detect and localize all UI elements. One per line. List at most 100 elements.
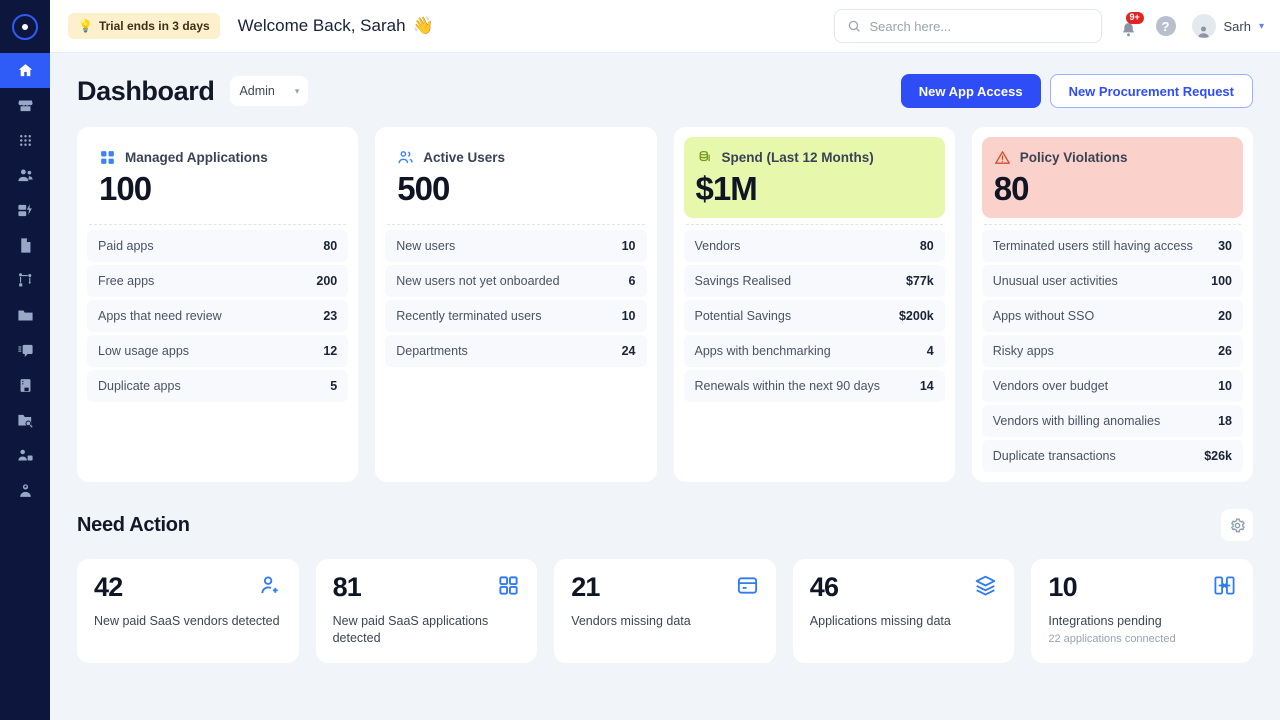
kpi-row[interactable]: Free apps 200 [87, 265, 349, 297]
action-card-vendors-missing-data[interactable]: 21 Vendors missing data [554, 559, 776, 663]
new-procurement-request-button[interactable]: New Procurement Request [1049, 74, 1253, 108]
new-app-access-button[interactable]: New App Access [900, 74, 1041, 108]
user-card-icon [17, 449, 33, 461]
sidebar-item-workflows[interactable] [0, 263, 50, 298]
user-menu[interactable]: Sarh ▾ [1191, 14, 1264, 38]
sidebar-item-folders[interactable] [0, 298, 50, 333]
kpi-row[interactable]: Potential Savings $200k [683, 300, 945, 332]
kpi-row-label: Recently terminated users [396, 309, 542, 323]
kpi-row-value: 10 [621, 239, 636, 253]
kpi-row[interactable]: Vendors 80 [683, 230, 945, 262]
kpi-row[interactable]: Recently terminated users 10 [385, 300, 647, 332]
kpi-row-value: 26 [1218, 344, 1232, 358]
kpi-row[interactable]: Apps without SSO 20 [981, 300, 1243, 332]
sidebar-item-vendors[interactable] [0, 193, 50, 228]
kpi-row-label: Potential Savings [694, 309, 792, 323]
integration-icon [1214, 576, 1235, 595]
kpi-row-label: Unusual user activities [992, 274, 1118, 288]
kpi-value: 500 [397, 170, 450, 207]
kpi-title-row: Active Users [397, 149, 634, 166]
kpi-row-label: Renewals within the next 90 days [694, 379, 881, 393]
apps-grid-icon [101, 151, 114, 164]
notifications-button[interactable]: 9+ [1118, 12, 1144, 38]
trial-badge[interactable]: 💡 Trial ends in 3 days [68, 13, 220, 39]
kpi-row-value: $77k [905, 274, 934, 288]
kpi-row[interactable]: Renewals within the next 90 days 14 [683, 370, 945, 402]
search-input[interactable] [869, 18, 1089, 34]
kpi-row-label: Paid apps [98, 239, 154, 253]
need-action-settings-button[interactable] [1221, 509, 1253, 541]
action-card-applications-missing-data[interactable]: 46 Applications missing data [792, 559, 1015, 663]
store-icon [17, 100, 33, 112]
kpi-row[interactable]: Duplicate transactions $26k [981, 440, 1243, 472]
action-label: Applications missing data [809, 614, 951, 628]
sidebar-item-users[interactable] [0, 158, 50, 193]
kpi-rows: New users 10 New users not yet onboarded 6… [385, 230, 647, 367]
kpi-row[interactable]: Apps that need review 23 [87, 300, 349, 332]
sidebar-item-accounts[interactable] [0, 438, 50, 473]
kpi-row-value: $200k [898, 309, 934, 323]
action-card-new-applications[interactable]: 81 New paid SaaS applications detected [315, 559, 538, 663]
kpi-row[interactable]: Paid apps 80 [87, 230, 349, 262]
brand-logo[interactable] [0, 0, 50, 53]
kpi-row-value: 80 [919, 239, 934, 253]
role-select[interactable]: Admin ▾ [230, 76, 309, 106]
sidebar-item-discovery[interactable] [0, 403, 50, 438]
users-icon [17, 169, 33, 182]
sidebar-item-marketplace[interactable] [0, 88, 50, 123]
action-number: 46 [809, 572, 839, 602]
sidebar-item-archive[interactable] [0, 368, 50, 403]
kpi-row-value: 4 [926, 344, 934, 358]
kpi-row-label: Apps with benchmarking [694, 344, 831, 358]
trial-badge-label: Trial ends in 3 days [98, 19, 210, 33]
kpi-row-value: 23 [323, 309, 338, 323]
lightbulb-icon: 💡 [78, 19, 93, 33]
kpi-value: 80 [993, 170, 1030, 207]
action-card-integrations-pending[interactable]: 10 Integrations pending 22 applications … [1031, 559, 1253, 663]
kpi-row[interactable]: Low usage apps 12 [87, 335, 349, 367]
folder-search-icon [17, 414, 33, 428]
kpi-row[interactable]: Vendors with billing anomalies 18 [981, 405, 1243, 437]
kpi-row[interactable]: Departments 24 [385, 335, 647, 367]
action-label: Vendors missing data [571, 614, 691, 628]
search-box[interactable] [833, 9, 1102, 43]
kpi-card-spend: Spend (Last 12 Months) $1M Vendors 80 Sav… [673, 127, 955, 482]
user-settings-icon [19, 484, 31, 497]
apps-grid-icon [499, 576, 518, 595]
divider [387, 224, 645, 225]
sidebar-item-documents[interactable] [0, 228, 50, 263]
message-icon [17, 344, 33, 357]
warning-triangle-icon [994, 151, 1010, 164]
action-label: New paid SaaS vendors detected [94, 614, 280, 628]
kpi-row-value: 5 [330, 379, 338, 393]
kpi-row[interactable]: Vendors over budget 10 [981, 370, 1243, 402]
help-icon[interactable]: ? [1155, 16, 1176, 36]
kpi-row-label: Vendors [694, 239, 741, 253]
kpi-card-managed-applications: Managed Applications 100 Paid apps 80 Fre… [77, 127, 359, 482]
kpi-row[interactable]: Duplicate apps 5 [87, 370, 349, 402]
kpi-row-label: Free apps [98, 274, 155, 288]
sidebar-item-messages[interactable] [0, 333, 50, 368]
kpi-row[interactable]: New users not yet onboarded 6 [385, 265, 647, 297]
layers-icon [976, 575, 996, 596]
kpi-value: $1M [695, 170, 758, 207]
action-card-new-vendors[interactable]: 42 New paid SaaS vendors detected [77, 559, 299, 663]
kpi-row-label: Duplicate apps [98, 379, 181, 393]
kpi-row[interactable]: Savings Realised $77k [683, 265, 945, 297]
kpi-row[interactable]: Apps with benchmarking 4 [683, 335, 945, 367]
kpi-row-label: New users not yet onboarded [396, 274, 560, 288]
home-icon [18, 64, 32, 77]
kpi-header: Managed Applications 100 [87, 137, 348, 218]
gear-icon [1230, 517, 1245, 532]
action-top: 10 [1048, 574, 1236, 601]
sidebar-item-home[interactable] [0, 53, 50, 88]
kpi-row[interactable]: Terminated users still having access 30 [981, 230, 1243, 262]
kpi-row[interactable]: Risky apps 26 [981, 335, 1243, 367]
action-top: 81 [333, 574, 521, 601]
kpi-row[interactable]: New users 10 [385, 230, 647, 262]
sidebar-item-applications[interactable] [0, 123, 50, 158]
kpi-title: Active Users [423, 150, 506, 165]
kpi-row[interactable]: Unusual user activities 100 [981, 265, 1243, 297]
page-title: Dashboard [77, 75, 215, 106]
sidebar-item-admin-settings[interactable] [0, 473, 50, 508]
